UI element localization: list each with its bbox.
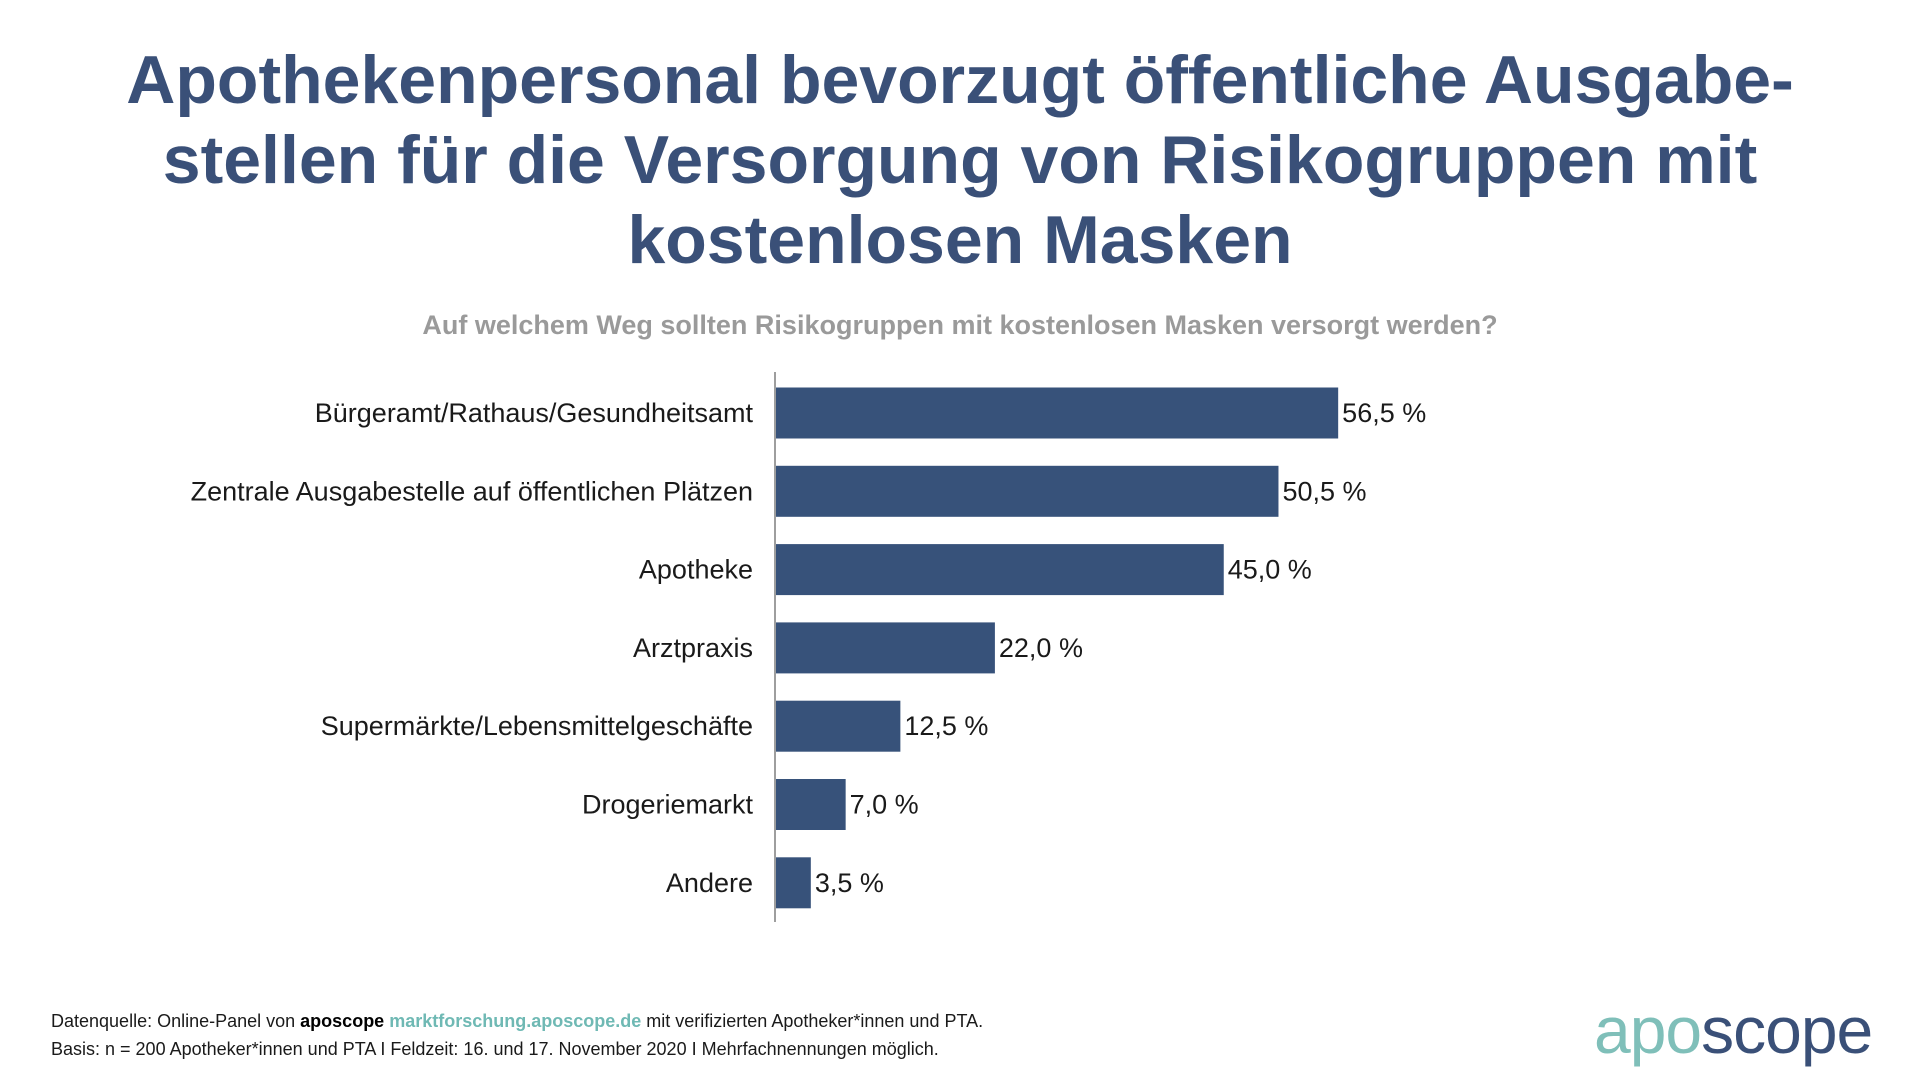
bar-5 [776,779,846,830]
bar-chart: Bürgeramt/Rathaus/Gesundheitsamt 56,5 % Ze… [191,372,1426,922]
value-label-6: 3,5 % [815,868,884,898]
bar-1 [776,465,1279,517]
bar-6 [776,857,811,909]
bar-2 [776,544,1224,596]
aposcope-logo: aposcope [1594,992,1884,1068]
value-label-5: 7,0 % [850,790,919,820]
category-label-5: Drogeriemarkt [582,790,754,820]
chart-subtitle: Auf welchem Weg sollten Risikogruppen mi… [422,310,1498,340]
value-label-4: 12,5 % [904,711,988,741]
footer-source-line: Datenquelle: Online-Panel von aposcope m… [51,1007,983,1035]
bar-4 [776,700,901,752]
category-label-0: Bürgeramt/Rathaus/Gesundheitsamt [315,398,754,428]
footer-suffix: mit verifizierten Apotheker*innen und PT… [641,1011,984,1031]
logo-part-scope: scope [1701,993,1873,1067]
title-line-3: kostenlosen Masken [627,202,1293,278]
bar-0 [776,387,1339,439]
title-line-2: stellen für die Versorgung von Risikogru… [162,122,1758,198]
value-label-3: 22,0 % [999,633,1083,663]
footer: Datenquelle: Online-Panel von aposcope m… [51,1007,983,1063]
category-label-2: Apotheke [639,555,753,585]
value-label-0: 56,5 % [1342,398,1426,428]
category-label-1: Zentrale Ausgabestelle auf öffentlichen … [191,476,753,506]
title-line-1: Apothekenpersonal bevorzugt öffentliche … [126,42,1794,118]
chart-title: Apothekenpersonal bevorzugt öffentliche … [60,40,1860,280]
footer-prefix: Datenquelle: Online-Panel von [51,1011,301,1031]
logo-part-apo: apo [1594,993,1702,1067]
footer-link[interactable]: marktforschung.aposcope.de [389,1011,642,1031]
footer-basis-line: Basis: n = 200 Apotheker*innen und PTA I… [51,1039,939,1059]
value-label-1: 50,5 % [1282,476,1366,506]
category-label-6: Andere [666,868,753,898]
category-label-4: Supermärkte/Lebensmittelgeschäfte [321,711,753,741]
footer-brand: aposcope [300,1011,385,1031]
category-label-3: Arztpraxis [633,633,753,663]
value-label-2: 45,0 % [1228,555,1312,585]
bar-3 [776,622,995,674]
